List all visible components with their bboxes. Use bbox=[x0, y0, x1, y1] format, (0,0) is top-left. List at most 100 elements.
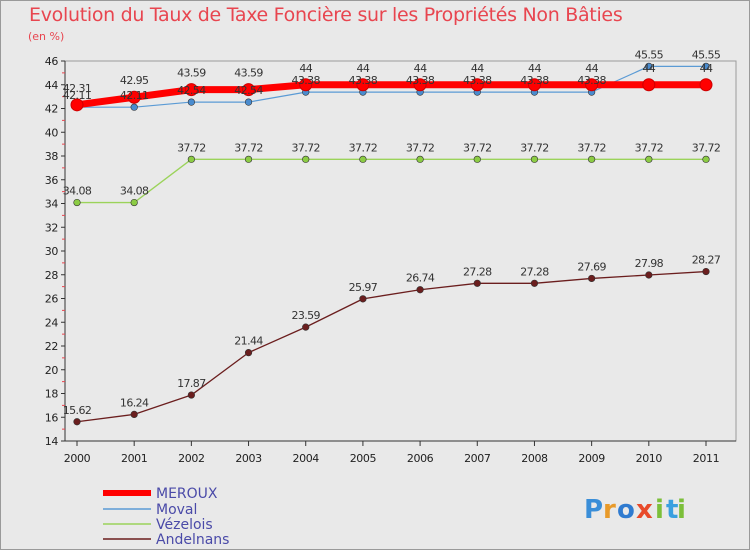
data-point-meroux bbox=[413, 78, 427, 92]
y-tick-label: 26 bbox=[45, 293, 59, 306]
data-label-moval: 42.54 bbox=[177, 84, 206, 97]
data-label-moval: 42.54 bbox=[234, 84, 263, 97]
x-tick-label: 2009 bbox=[578, 452, 605, 465]
y-tick-label: 40 bbox=[45, 126, 59, 139]
data-point-moval bbox=[244, 98, 253, 106]
data-label-andelnans: 27.69 bbox=[577, 260, 606, 273]
data-label-meroux: 44 bbox=[585, 62, 598, 75]
data-label-vezelois: 37.72 bbox=[349, 141, 378, 154]
data-label-andelnans: 27.28 bbox=[463, 265, 492, 278]
y-axis-label: (en %) bbox=[28, 30, 65, 43]
data-point-moval bbox=[130, 103, 138, 111]
data-point-andelnans bbox=[302, 323, 310, 331]
data-label-moval: 43.38 bbox=[406, 74, 435, 87]
data-point-andelnans bbox=[588, 274, 596, 283]
logo-letter: r bbox=[603, 495, 616, 525]
data-point-moval bbox=[187, 98, 195, 106]
data-label-vezelois: 34.08 bbox=[120, 185, 149, 198]
x-tick-label: 2002 bbox=[178, 452, 204, 465]
data-label-andelnans: 26.74 bbox=[406, 272, 435, 285]
data-point-vezelois bbox=[588, 155, 596, 163]
data-label-meroux: 42.95 bbox=[120, 74, 149, 87]
data-point-andelnans bbox=[130, 410, 138, 419]
data-point-meroux bbox=[470, 78, 484, 92]
y-tick-label: 36 bbox=[45, 174, 59, 187]
x-tick-label: 2001 bbox=[121, 452, 147, 465]
y-tick-label: 22 bbox=[45, 340, 58, 353]
data-label-andelnans: 25.97 bbox=[349, 281, 378, 294]
data-point-vezelois bbox=[73, 198, 81, 207]
data-label-andelnans: 15.62 bbox=[63, 404, 92, 417]
data-label-vezelois: 34.08 bbox=[63, 185, 92, 198]
logo-letter: i bbox=[655, 495, 664, 525]
logo-letter: t bbox=[666, 495, 678, 525]
data-label-vezelois: 37.72 bbox=[520, 141, 549, 154]
data-point-vezelois bbox=[645, 155, 653, 163]
data-label-andelnans: 27.28 bbox=[520, 265, 549, 278]
data-label-moval: 43.38 bbox=[349, 74, 378, 87]
data-label-moval: 43.38 bbox=[463, 74, 492, 87]
data-point-vezelois bbox=[302, 155, 310, 163]
data-label-andelnans: 27.98 bbox=[635, 257, 664, 270]
y-tick-label: 38 bbox=[45, 150, 59, 163]
data-point-vezelois bbox=[244, 155, 253, 163]
data-label-moval: 42.11 bbox=[120, 89, 149, 102]
logo-letter: i bbox=[677, 495, 686, 525]
data-point-andelnans bbox=[187, 391, 195, 399]
legend-label-andelnans: Andelnans bbox=[156, 532, 229, 548]
data-point-meroux bbox=[699, 78, 713, 92]
data-label-vezelois: 37.72 bbox=[291, 141, 320, 154]
y-tick-label: 44 bbox=[45, 79, 59, 92]
data-point-meroux bbox=[527, 78, 541, 92]
data-label-vezelois: 37.72 bbox=[406, 141, 435, 154]
data-point-vezelois bbox=[530, 155, 539, 163]
data-point-meroux bbox=[299, 78, 313, 92]
series-meroux bbox=[70, 78, 713, 112]
data-point-vezelois bbox=[130, 198, 138, 207]
data-point-moval bbox=[702, 62, 710, 70]
x-tick-label: 2005 bbox=[350, 452, 377, 465]
data-point-andelnans bbox=[702, 267, 710, 276]
y-tick-label: 34 bbox=[45, 198, 59, 211]
data-label-moval: 43.38 bbox=[291, 74, 320, 87]
data-point-meroux bbox=[127, 90, 141, 104]
data-point-vezelois bbox=[702, 155, 710, 163]
x-tick-label: 2008 bbox=[521, 452, 548, 465]
data-label-moval: 43.38 bbox=[577, 74, 606, 87]
series-vezelois bbox=[73, 155, 710, 207]
y-tick-label: 32 bbox=[45, 221, 58, 234]
data-point-andelnans bbox=[645, 271, 653, 279]
data-label-moval: 45.55 bbox=[635, 48, 664, 61]
data-point-andelnans bbox=[359, 295, 367, 303]
x-tick-label: 2011 bbox=[693, 452, 719, 465]
data-label-moval: 45.55 bbox=[692, 48, 721, 61]
data-label-meroux: 44 bbox=[357, 62, 370, 75]
y-tick-label: 28 bbox=[45, 269, 59, 282]
logo-letter: P bbox=[584, 495, 603, 525]
data-label-meroux: 43.59 bbox=[177, 67, 206, 80]
data-label-meroux: 44 bbox=[471, 62, 484, 75]
data-point-meroux bbox=[184, 83, 198, 97]
data-point-meroux bbox=[642, 78, 656, 92]
logo-letter: o bbox=[617, 495, 635, 525]
legend-label-vezelois: Vézelois bbox=[156, 517, 213, 533]
data-label-meroux: 44 bbox=[299, 62, 312, 75]
data-label-vezelois: 37.72 bbox=[234, 141, 263, 154]
data-label-andelnans: 17.87 bbox=[177, 377, 206, 390]
data-point-meroux bbox=[585, 78, 599, 92]
data-label-meroux: 44 bbox=[528, 62, 541, 75]
x-tick-label: 2004 bbox=[293, 452, 320, 465]
x-tick-label: 2000 bbox=[64, 452, 91, 465]
data-label-moval: 43.38 bbox=[520, 74, 549, 87]
y-tick-label: 30 bbox=[45, 245, 59, 258]
data-label-vezelois: 37.72 bbox=[635, 141, 664, 154]
data-point-andelnans bbox=[244, 349, 253, 357]
data-label-andelnans: 23.59 bbox=[291, 309, 320, 322]
data-point-meroux bbox=[70, 98, 84, 112]
data-point-vezelois bbox=[187, 155, 195, 163]
series-line-andelnans bbox=[76, 270, 707, 423]
data-point-meroux bbox=[356, 78, 370, 92]
data-label-andelnans: 16.24 bbox=[120, 396, 149, 409]
legend-label-meroux: MEROUX bbox=[156, 486, 218, 502]
